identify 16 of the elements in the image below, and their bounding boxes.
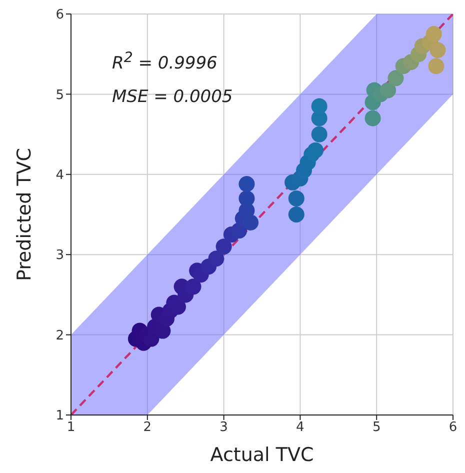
y-tick-label: 4 bbox=[56, 168, 64, 184]
y-tick-label: 3 bbox=[56, 248, 64, 264]
annotation: R$^{2}$ = 0.9996 bbox=[112, 50, 218, 74]
x-axis-title: Actual TVC bbox=[210, 444, 314, 466]
x-tick-label: 3 bbox=[220, 420, 228, 436]
x-tick-label: 1 bbox=[66, 420, 76, 436]
y-tick-label: 1 bbox=[56, 408, 64, 424]
annotation: MSE = 0.0005 bbox=[112, 87, 233, 107]
x-tick-label: 4 bbox=[296, 420, 304, 436]
y-axis-title: Predicted TVC bbox=[14, 148, 36, 282]
x-tick-label: 6 bbox=[448, 420, 458, 436]
x-tick-label: 2 bbox=[143, 420, 152, 436]
y-tick-label: 5 bbox=[56, 88, 64, 103]
x-tick-label: 5 bbox=[372, 420, 381, 436]
y-tick-label: 2 bbox=[56, 328, 64, 344]
y-tick-label: 6 bbox=[56, 8, 64, 23]
